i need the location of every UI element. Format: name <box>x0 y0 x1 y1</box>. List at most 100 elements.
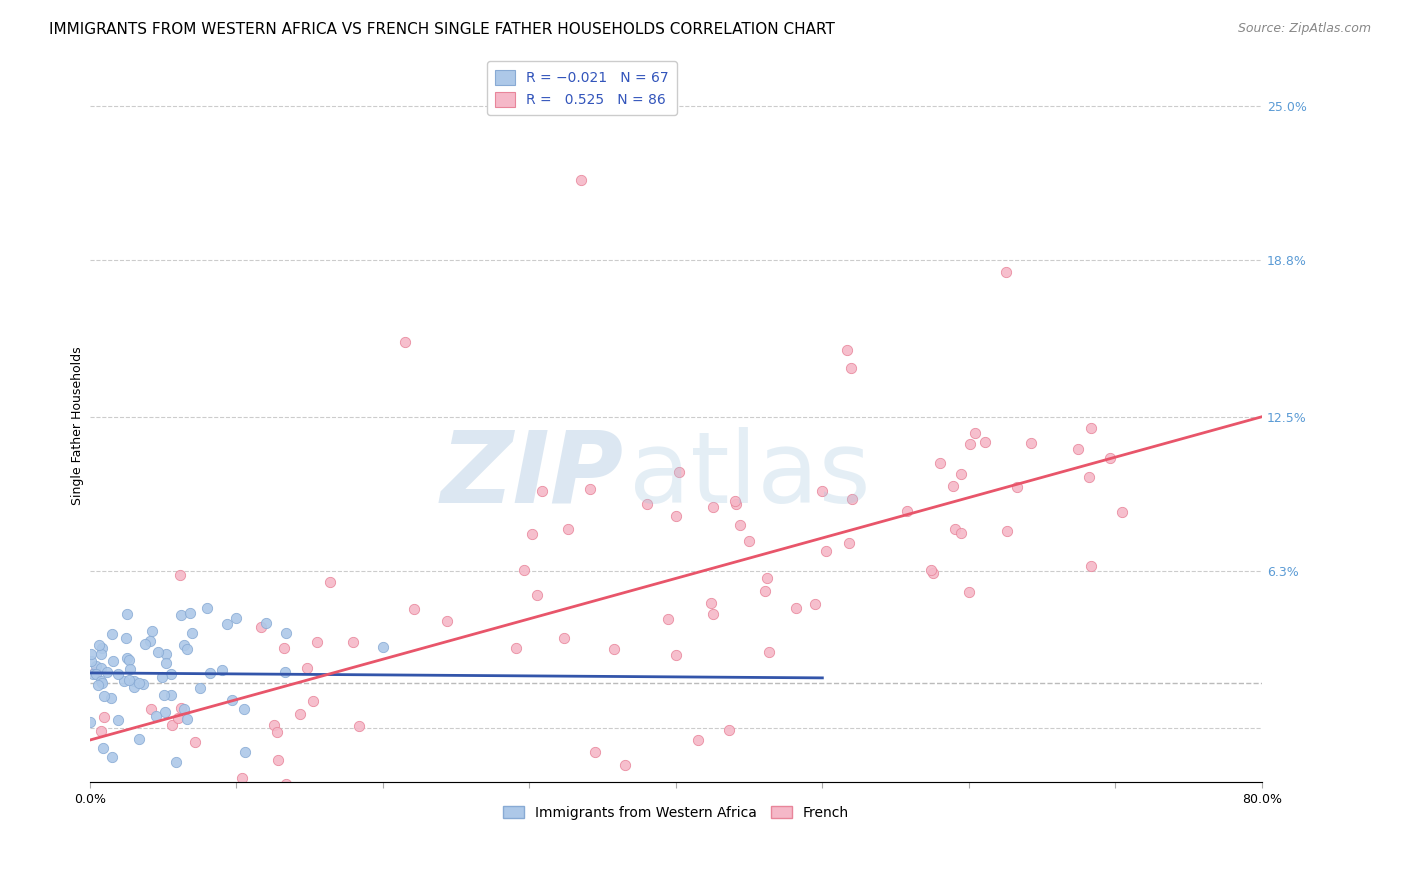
Point <box>1111 505 1133 519</box>
Point <box>254 616 277 631</box>
Point <box>394 335 416 350</box>
Point <box>578 483 600 497</box>
Point <box>974 435 997 450</box>
Point <box>959 437 981 451</box>
Point <box>211 663 233 677</box>
Point <box>91 740 114 755</box>
Text: ZIP: ZIP <box>440 427 623 524</box>
Point <box>1080 559 1102 574</box>
Point <box>1067 442 1090 456</box>
Point <box>1080 421 1102 435</box>
Point <box>120 662 142 676</box>
Point <box>155 647 177 661</box>
Point <box>132 677 155 691</box>
Point <box>957 585 980 599</box>
Point <box>100 690 122 705</box>
Point <box>804 597 827 611</box>
Point <box>160 718 183 732</box>
Point <box>402 602 425 616</box>
Point <box>702 607 724 621</box>
Point <box>583 746 606 760</box>
Point <box>141 624 163 639</box>
Point <box>91 676 114 690</box>
Point <box>93 690 115 704</box>
Point <box>1005 480 1028 494</box>
Text: Source: ZipAtlas.com: Source: ZipAtlas.com <box>1237 22 1371 36</box>
Point <box>728 518 751 533</box>
Point <box>221 693 243 707</box>
Point <box>86 678 108 692</box>
Point <box>150 670 173 684</box>
Point <box>90 640 112 655</box>
Point <box>173 702 195 716</box>
Point <box>436 614 458 628</box>
Point <box>553 631 575 645</box>
Point <box>997 524 1019 538</box>
Point <box>657 612 679 626</box>
Point <box>841 491 863 506</box>
Point <box>371 640 394 654</box>
Point <box>80 647 103 661</box>
Point <box>165 755 187 769</box>
Point <box>301 694 323 708</box>
Point <box>569 173 592 187</box>
Point <box>83 665 105 679</box>
Point <box>184 735 207 749</box>
Point <box>273 641 295 656</box>
Point <box>136 782 159 797</box>
Point <box>288 706 311 721</box>
Point <box>112 673 135 688</box>
Point <box>115 607 138 621</box>
Point <box>603 642 626 657</box>
Point <box>101 627 124 641</box>
Point <box>90 647 112 661</box>
Point <box>1078 470 1101 484</box>
Point <box>835 343 858 357</box>
Point <box>195 601 218 615</box>
Point <box>305 634 328 648</box>
Point <box>665 648 688 662</box>
Point <box>1019 436 1042 450</box>
Point <box>702 500 724 515</box>
Point <box>929 456 952 470</box>
Point <box>513 563 536 577</box>
Point <box>225 611 247 625</box>
Point <box>153 688 176 702</box>
Point <box>274 626 297 640</box>
Point <box>531 483 554 498</box>
Point <box>505 640 527 655</box>
Point <box>176 713 198 727</box>
Point <box>179 607 201 621</box>
Point <box>263 718 285 732</box>
Point <box>520 527 543 541</box>
Point <box>922 566 945 581</box>
Point <box>231 772 253 786</box>
Point <box>80 654 103 668</box>
Text: atlas: atlas <box>628 427 870 524</box>
Point <box>82 667 104 681</box>
Point <box>342 635 364 649</box>
Point <box>814 544 837 558</box>
Point <box>756 571 779 585</box>
Point <box>295 661 318 675</box>
Point <box>965 426 987 441</box>
Point <box>943 522 966 536</box>
Point <box>994 265 1017 279</box>
Point <box>758 645 780 659</box>
Point <box>176 642 198 657</box>
Point <box>84 666 107 681</box>
Point <box>942 479 965 493</box>
Point <box>200 666 222 681</box>
Point <box>215 616 238 631</box>
Point <box>122 673 145 688</box>
Point <box>266 753 288 767</box>
Text: IMMIGRANTS FROM WESTERN AFRICA VS FRENCH SINGLE FATHER HOUSEHOLDS CORRELATION CH: IMMIGRANTS FROM WESTERN AFRICA VS FRENCH… <box>49 22 835 37</box>
Point <box>347 719 370 733</box>
Point <box>170 607 193 622</box>
Point <box>190 681 212 695</box>
Point <box>118 653 141 667</box>
Y-axis label: Single Father Households: Single Father Households <box>72 346 84 505</box>
Point <box>107 713 129 727</box>
Point <box>896 504 918 518</box>
Point <box>319 575 342 590</box>
